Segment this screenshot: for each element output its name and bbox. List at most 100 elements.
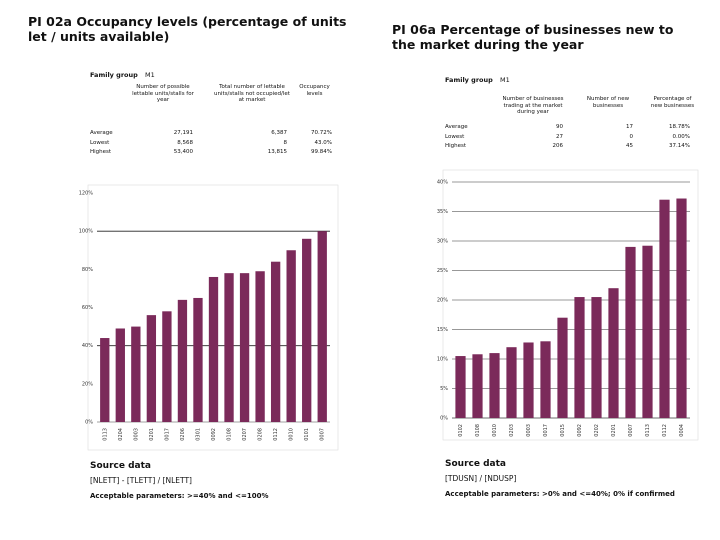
title: PI 06a Percentage of businesses new to t… [392, 22, 674, 52]
table-cell: 53,400 [173, 149, 193, 155]
x-tick-label: 0015 [560, 424, 566, 437]
table-cell: 8,568 [177, 139, 193, 146]
table-cell: 27,191 [173, 130, 193, 136]
bar [659, 199, 670, 418]
family-value: M1 [500, 76, 510, 84]
bar [523, 342, 534, 418]
x-tick-label: 0003 [133, 428, 139, 441]
table-cell: 90 [556, 124, 563, 130]
bar [100, 338, 110, 422]
y-tick-label: 0% [440, 416, 448, 422]
bar [193, 297, 203, 422]
bar [177, 299, 188, 422]
table-cell: 45 [626, 143, 633, 149]
table-header: Number of possible lettable units/stalls… [132, 84, 194, 103]
chart-frame [442, 169, 699, 441]
parameters: Acceptable parameters: >0% and <=40%; 0%… [445, 490, 675, 498]
y-tick-label: 20% [82, 381, 93, 387]
bar [625, 246, 636, 418]
table-cell: 8 [283, 139, 288, 146]
x-tick-label: 0108 [227, 428, 233, 441]
y-tick-label: 20% [437, 298, 448, 304]
y-tick-label: 40% [82, 343, 93, 349]
bar [574, 297, 585, 418]
x-tick-label: 0004 [679, 424, 685, 437]
table-cell: 18.78% [669, 124, 690, 130]
bar [472, 354, 483, 418]
bar [146, 315, 157, 422]
y-tick-label: 0% [85, 420, 93, 426]
title: PI 02a Occupancy levels (percentage of u… [28, 14, 347, 44]
y-tick-label: 15% [437, 327, 448, 333]
bar [608, 288, 619, 418]
parameters: Acceptable parameters: >=40% and <=100% [90, 492, 269, 500]
table-header: Number of businesses trading at the mark… [502, 96, 564, 115]
x-tick-label: 0092 [211, 428, 217, 441]
table-cell: 0 [629, 133, 634, 140]
x-tick-label: 0113 [102, 428, 108, 441]
table-header: Occupancy levels [299, 84, 330, 97]
y-tick-label: 25% [437, 268, 448, 274]
chart-frame [87, 184, 339, 451]
table-cell: 0.00% [672, 133, 690, 140]
x-tick-label: 0102 [458, 424, 464, 437]
row-label: Average [445, 124, 468, 130]
bar [557, 317, 568, 418]
bar [239, 273, 250, 422]
bar [302, 238, 312, 422]
row-label: Lowest [445, 133, 465, 140]
x-tick-label: 0017 [543, 424, 549, 437]
table-header: Total number of lettable units/stalls no… [214, 84, 290, 103]
y-tick-label: 5% [440, 386, 448, 392]
table-cell: 27 [556, 133, 563, 140]
x-tick-label: 0201 [149, 428, 155, 441]
table-header: Percentage of new businesses [650, 96, 695, 109]
x-tick-label: 0208 [258, 428, 264, 441]
table-cell: 43.0% [314, 139, 332, 146]
row-label: Lowest [90, 139, 110, 146]
table-cell: 6,387 [271, 130, 287, 136]
bar [591, 297, 602, 418]
bar [224, 273, 234, 422]
y-tick-label: 35% [437, 209, 448, 215]
table-cell: 37.14% [669, 143, 690, 149]
x-tick-label: 0112 [273, 428, 279, 441]
bar [255, 271, 265, 422]
x-tick-label: 0202 [594, 424, 600, 437]
bar [115, 328, 125, 422]
bar [676, 198, 687, 418]
x-tick-label: 0007 [628, 424, 634, 437]
bar [642, 245, 653, 418]
bar [317, 231, 327, 422]
x-tick-label: 0113 [645, 424, 651, 437]
table-cell: 206 [552, 143, 564, 149]
x-tick-label: 0101 [304, 428, 310, 441]
bar [506, 347, 517, 418]
bar [540, 341, 551, 418]
table-header: Number of new businesses [586, 96, 630, 109]
bar [489, 353, 500, 418]
y-tick-label: 100% [79, 229, 94, 235]
x-tick-label: 0203 [509, 424, 515, 437]
table-cell: 13,815 [267, 149, 287, 155]
source-formula: [NLETT] - [TLETT] / [NLETT] [90, 476, 192, 485]
row-label: Highest [445, 143, 467, 149]
bar [270, 261, 281, 422]
y-tick-label: 120% [79, 191, 94, 197]
y-tick-label: 40% [437, 180, 448, 186]
family-label: Family group [90, 71, 138, 79]
x-tick-label: 0301 [195, 428, 201, 441]
x-tick-label: 0207 [242, 428, 248, 441]
x-tick-label: 0003 [526, 424, 532, 437]
bar [131, 326, 141, 422]
bar [286, 250, 296, 422]
source-label: Source data [445, 459, 506, 469]
family-label: Family group [445, 76, 493, 84]
x-tick-label: 0017 [164, 428, 170, 441]
y-tick-label: 30% [437, 239, 448, 245]
x-tick-label: 0010 [492, 424, 498, 437]
row-label: Highest [90, 149, 112, 155]
row-label: Average [90, 130, 113, 136]
